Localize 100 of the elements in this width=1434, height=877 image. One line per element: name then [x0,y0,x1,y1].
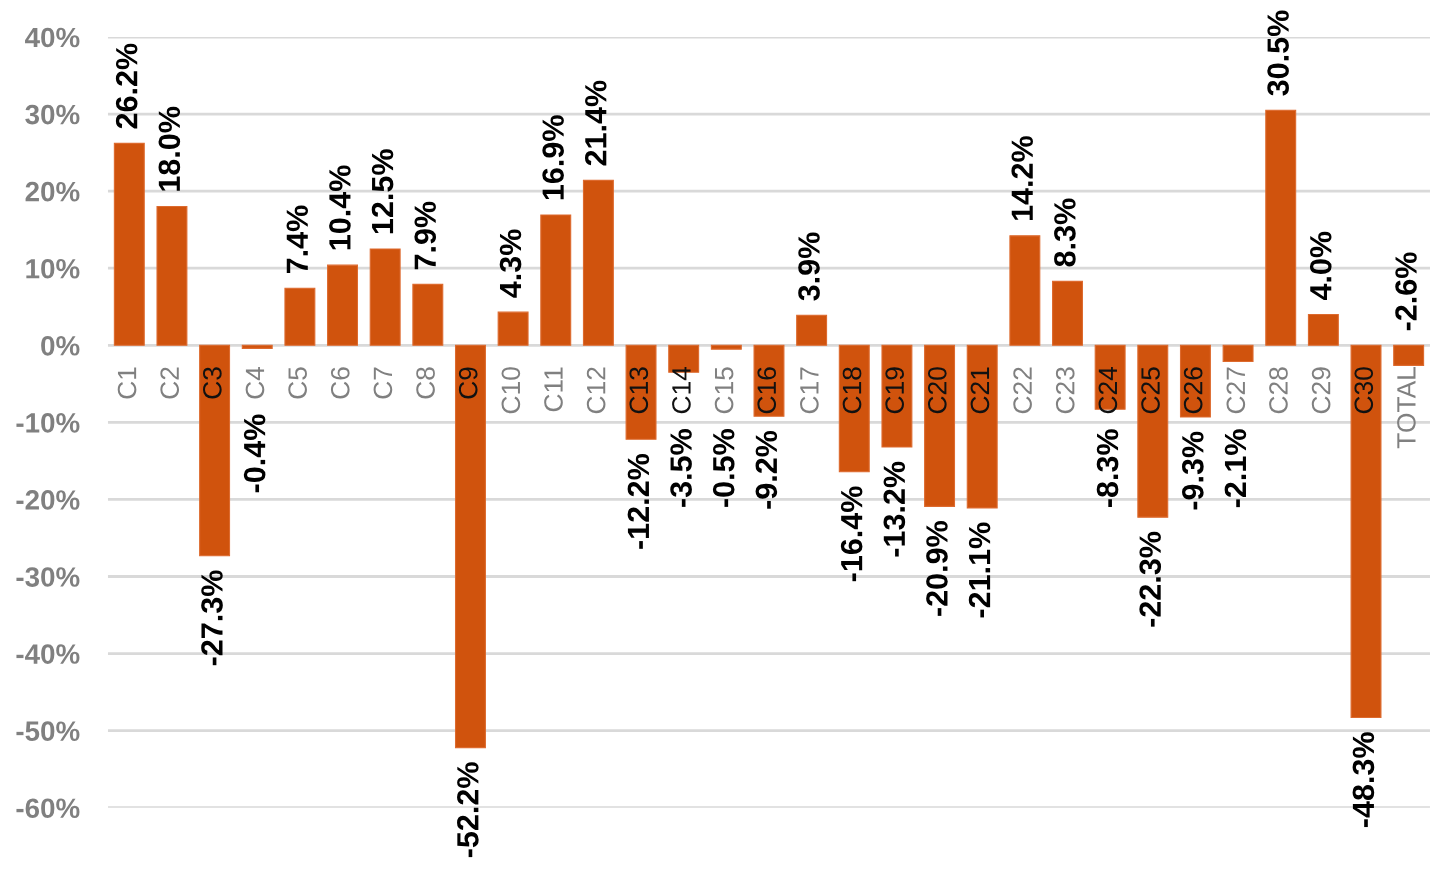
data-label: 30.5% [1267,10,1289,96]
x-tick-label: C8 [416,367,435,399]
x-tick-label: C23 [1055,367,1075,414]
x-tick-label: C20 [927,367,947,414]
data-label: -2.6% [1395,252,1417,331]
y-tick-label: -20% [16,490,80,510]
bar [284,287,316,346]
data-label: -3.5% [670,429,692,507]
x-tick-label: C16 [757,367,777,414]
bar [1393,344,1425,366]
x-tick-label: C17 [800,367,819,414]
x-tick-label: C29 [1311,367,1331,414]
x-tick-label: C5 [288,367,307,399]
x-tick-label: C10 [501,367,521,414]
x-tick-label: C14 [672,366,691,414]
bar [369,248,401,346]
bar [796,314,828,346]
bar [966,344,998,509]
bar [327,264,359,346]
x-tick-label: C15 [714,367,734,414]
bar [582,179,614,346]
bar [241,344,273,349]
data-label: -27.3% [201,570,223,666]
x-tick-label: C19 [885,367,904,414]
y-tick-label: 40% [25,27,80,48]
data-label: 26.2% [115,43,138,129]
y-tick-label: -50% [16,721,80,741]
x-tick-label: C11 [544,367,563,412]
bar [710,344,742,350]
x-tick-label: C12 [586,367,606,414]
bar [625,344,657,440]
x-tick-label: TOTAL [1397,367,1416,449]
x-tick-label: C1 [117,367,137,399]
bar [156,206,188,346]
data-label: 7.4% [286,205,309,274]
bar [1350,344,1382,719]
data-label: -20.9% [926,521,948,616]
data-label: 12.5% [371,149,394,234]
x-tick-label: C18 [842,367,862,414]
y-tick-label: 10% [26,258,80,279]
data-label: 8.3% [1054,198,1076,267]
x-tick-label: C2 [160,367,180,399]
data-label: -13.2% [883,461,906,557]
x-tick-label: C24 [1098,366,1118,414]
data-label: -21.1% [968,522,991,618]
x-tick-label: C3 [202,367,222,399]
bar [753,344,785,417]
data-label: 7.9% [414,201,437,270]
data-label: -8.3% [1096,429,1119,508]
data-label: -9.3% [1182,431,1204,510]
data-label: 16.9% [542,115,564,200]
x-tick-label: C6 [330,367,350,399]
data-label: 14.2% [1011,136,1033,221]
bar [1265,109,1297,346]
data-label: -22.3% [1139,531,1162,627]
data-label: 10.4% [329,165,351,250]
bar [1009,235,1041,346]
x-tick-label: C7 [373,367,393,399]
y-tick-label: 0% [41,335,80,356]
bar [454,344,486,749]
x-tick-label: C22 [1013,367,1032,414]
data-label: -2.1% [1224,429,1247,508]
y-tick-label: 30% [25,104,80,125]
y-tick-label: -60% [16,798,80,819]
x-tick-label: C27 [1226,367,1246,414]
data-label: -52.2% [457,762,479,858]
x-tick-label: C26 [1183,367,1203,414]
bar [838,344,870,473]
data-label: -9.2% [755,430,778,509]
y-tick-label: 20% [25,181,80,202]
data-label: 21.4% [584,80,607,166]
bar [924,344,956,507]
data-label: 18.0% [158,106,181,191]
x-tick-label: C25 [1141,367,1160,414]
data-label: -0.5% [712,429,735,507]
data-label: 4.3% [499,229,522,298]
data-label: 3.9% [798,232,820,301]
data-label: -48.3% [1352,732,1375,828]
data-label: 4.0% [1309,231,1332,301]
bar [113,142,145,346]
bar [497,311,529,346]
bar [1307,313,1339,346]
x-tick-label: C9 [458,367,478,399]
bar [412,283,444,346]
data-label: -0.4% [243,414,266,493]
x-tick-label: C13 [629,367,649,414]
data-label: -16.4% [840,486,863,582]
data-label: -12.2% [627,454,650,549]
x-tick-label: C28 [1269,367,1288,414]
y-tick-label: -40% [16,644,80,664]
x-tick-label: C21 [970,367,990,414]
x-tick-label: C30 [1354,367,1374,414]
bar [199,344,231,557]
bar [1052,280,1083,346]
bar [540,214,572,346]
y-tick-label: -30% [16,567,80,587]
bar [1137,344,1169,518]
x-tick-label: C4 [245,366,265,399]
bar [881,344,913,448]
y-tick-label: -10% [16,413,80,433]
